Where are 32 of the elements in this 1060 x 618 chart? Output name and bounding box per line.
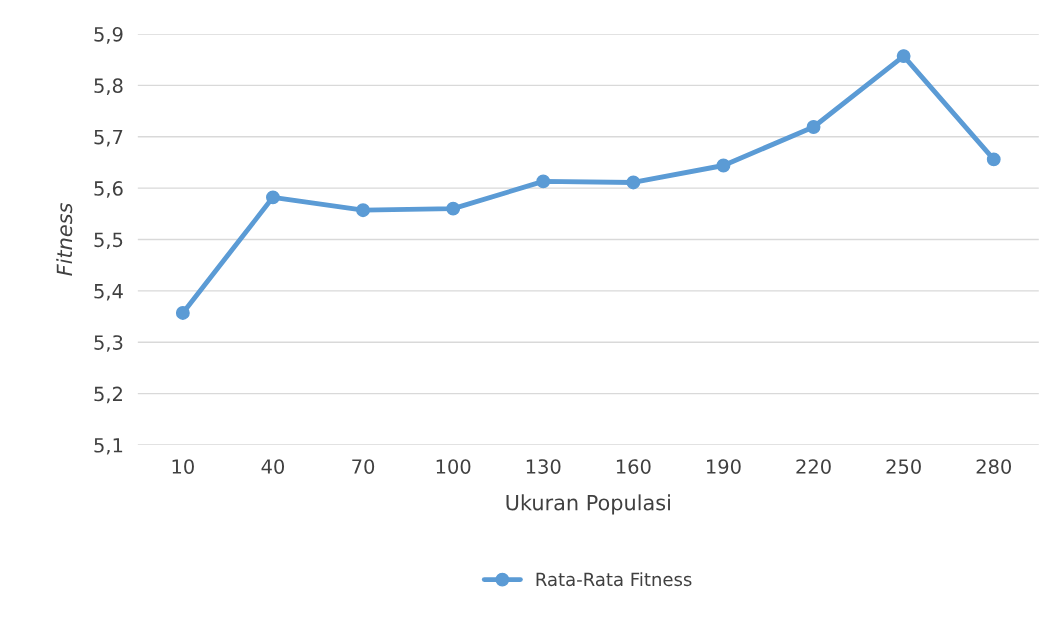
- y-tick-label: 5,6: [94, 181, 123, 198]
- point: [266, 190, 280, 205]
- x-tick-label: 40: [261, 459, 285, 474]
- x-tick-label: 130: [526, 459, 561, 474]
- x-tick-label: 70: [352, 459, 375, 474]
- point: [896, 49, 911, 64]
- y-tick-label: 5,5: [94, 232, 123, 250]
- y-tick-label: 5,9: [94, 26, 123, 44]
- x-tick-label: 190: [707, 459, 741, 474]
- x-tick-label: 220: [796, 459, 831, 474]
- y-tick-label: 5,2: [94, 386, 122, 404]
- x-tick-label: 280: [976, 459, 1012, 474]
- point: [626, 175, 641, 190]
- point: [356, 203, 370, 218]
- point: [716, 158, 731, 173]
- point: [986, 152, 1001, 167]
- point: [806, 120, 821, 134]
- y-tick-label: 5,8: [94, 78, 123, 96]
- x-tick-label: 100: [436, 459, 471, 474]
- y-axis-title: Fitness: [56, 203, 73, 276]
- x-tick-label: 250: [886, 459, 921, 474]
- x-tick-label: 160: [616, 459, 651, 474]
- point: [536, 174, 551, 189]
- point: [175, 305, 190, 320]
- point: [446, 201, 461, 216]
- y-tick-label: 5,1: [94, 438, 123, 455]
- x-tick-label: 10: [172, 459, 194, 474]
- y-tick-label: 5,3: [94, 335, 123, 352]
- y-tick-label: 5,4: [94, 284, 123, 301]
- y-tick-label: 5,7: [94, 129, 123, 147]
- legend-label: Rata-Rata Fitness: [536, 572, 692, 587]
- x-axis-title: Ukuran Populasi: [506, 494, 670, 515]
